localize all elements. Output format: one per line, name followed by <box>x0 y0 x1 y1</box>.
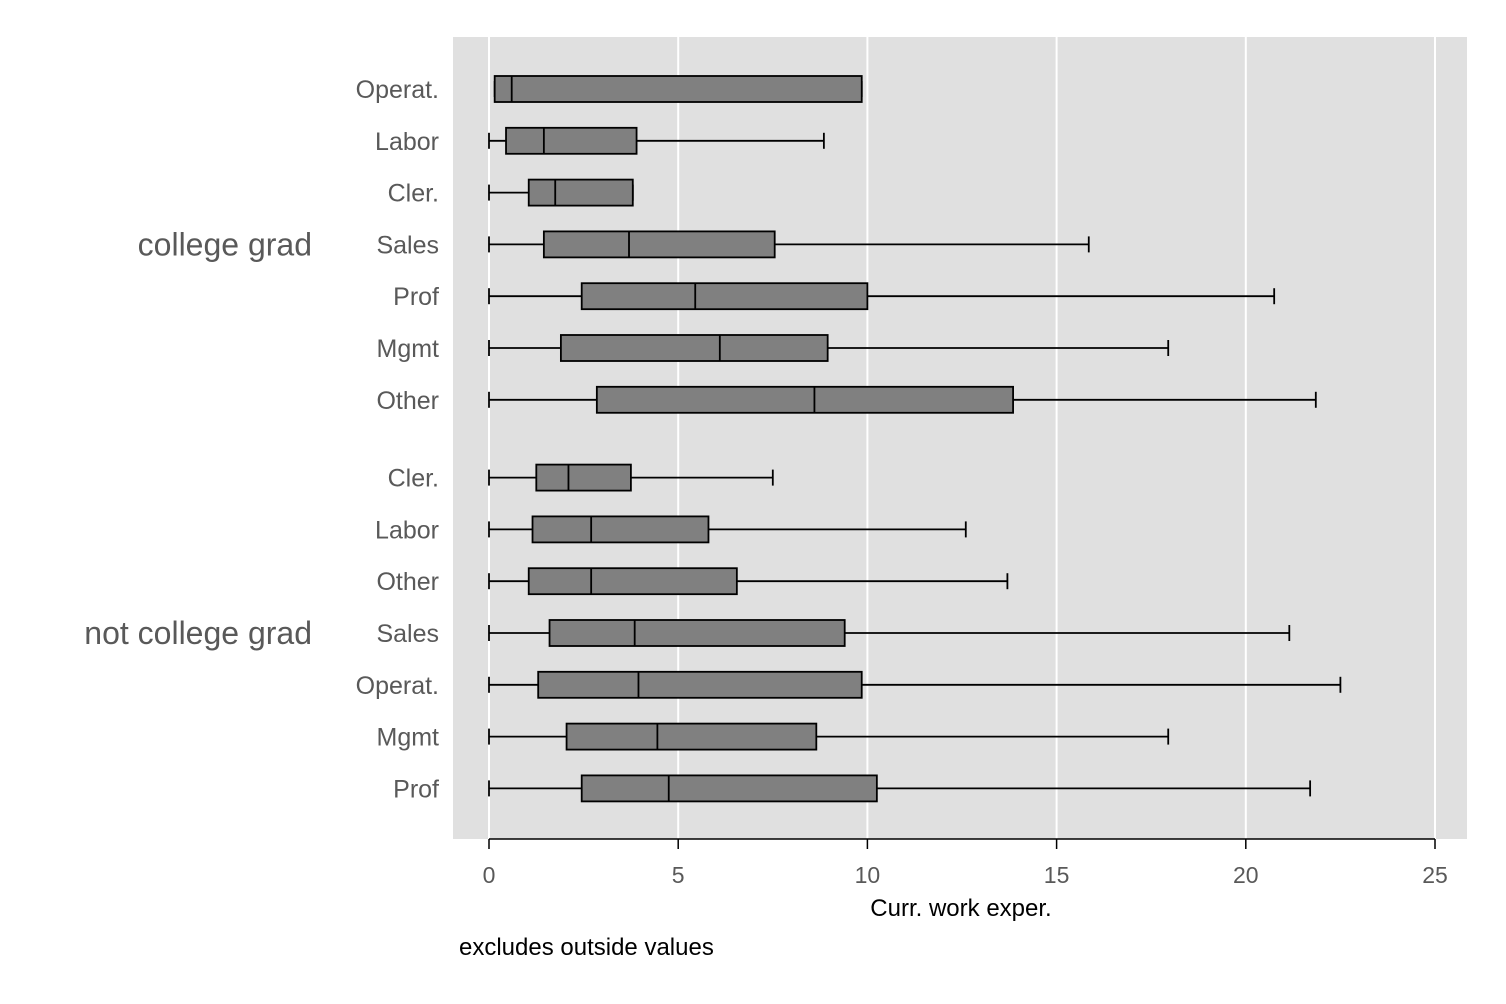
plot-area-background <box>453 37 1467 839</box>
category-label-not-college-grad-cler: Cler. <box>388 465 439 493</box>
category-label-not-college-grad-sales: Sales <box>376 620 439 648</box>
x-tick-label-5: 5 <box>672 862 685 888</box>
iqr-box-college-grad-prof <box>580 282 869 311</box>
box-college-grad-sales <box>488 230 1090 259</box>
category-label-not-college-grad-labor: Labor <box>375 516 439 544</box>
group-label-college-grad: college grad <box>138 226 312 262</box>
iqr-box-college-grad-cler <box>527 178 634 207</box>
box-college-grad-labor <box>488 126 825 155</box>
category-label-college-grad-mgmt: Mgmt <box>377 335 440 363</box>
box-not-college-grad-mgmt <box>488 722 1170 751</box>
box-college-grad-prof <box>488 282 1276 311</box>
category-label-college-grad-prof: Prof <box>393 283 439 311</box>
x-tick-label-0: 0 <box>483 862 496 888</box>
category-label-not-college-grad-operat: Operat. <box>356 672 439 700</box>
box-not-college-grad-sales <box>488 619 1291 647</box>
box-not-college-grad-prof <box>488 774 1312 803</box>
group-label-not-college-grad: not college grad <box>84 615 312 651</box>
category-label-college-grad-other: Other <box>376 387 439 415</box>
category-label-college-grad-labor: Labor <box>375 128 439 156</box>
x-tick-label-25: 25 <box>1422 862 1448 888</box>
x-axis: 0 5 10 15 20 25 <box>483 838 1448 888</box>
category-label-college-grad-operat: Operat. <box>356 76 439 104</box>
iqr-box-college-grad-other <box>595 385 1014 414</box>
iqr-box-college-grad-operat <box>493 75 863 103</box>
category-label-college-grad-cler: Cler. <box>388 180 439 208</box>
category-label-not-college-grad-prof: Prof <box>393 775 439 803</box>
x-tick-label-15: 15 <box>1044 862 1070 888</box>
box-not-college-grad-labor <box>488 515 967 544</box>
box-college-grad-operat <box>493 75 863 103</box>
boxes <box>488 75 1342 803</box>
iqr-box-not-college-grad-prof <box>580 774 878 803</box>
iqr-box-not-college-grad-sales <box>548 619 846 647</box>
box-not-college-grad-cler <box>488 463 774 492</box>
category-label-not-college-grad-other: Other <box>376 568 439 596</box>
gridlines <box>488 37 1436 839</box>
iqr-box-not-college-grad-other <box>527 567 738 596</box>
box-college-grad-mgmt <box>488 334 1170 362</box>
iqr-box-not-college-grad-cler <box>535 463 632 492</box>
iqr-box-college-grad-labor <box>505 126 638 155</box>
category-labels: Operat. Labor Cler. Sales Prof Mgmt Other colle… <box>84 76 439 803</box>
box-college-grad-cler <box>488 178 634 207</box>
chart-note: excludes outside values <box>459 934 714 961</box>
x-tick-label-10: 10 <box>855 862 881 888</box>
box-not-college-grad-other <box>488 567 1009 596</box>
iqr-box-not-college-grad-mgmt <box>565 722 818 751</box>
iqr-box-not-college-grad-labor <box>531 515 710 544</box>
box-not-college-grad-operat <box>488 670 1342 699</box>
x-axis-title: Curr. work exper. <box>870 895 1051 922</box>
box-college-grad-other <box>488 385 1317 414</box>
iqr-box-college-grad-sales <box>542 230 776 259</box>
category-label-not-college-grad-mgmt: Mgmt <box>377 724 440 752</box>
iqr-box-college-grad-mgmt <box>559 334 829 362</box>
x-tick-label-20: 20 <box>1233 862 1259 888</box>
iqr-box-not-college-grad-operat <box>537 670 863 699</box>
category-label-college-grad-sales: Sales <box>376 231 439 259</box>
